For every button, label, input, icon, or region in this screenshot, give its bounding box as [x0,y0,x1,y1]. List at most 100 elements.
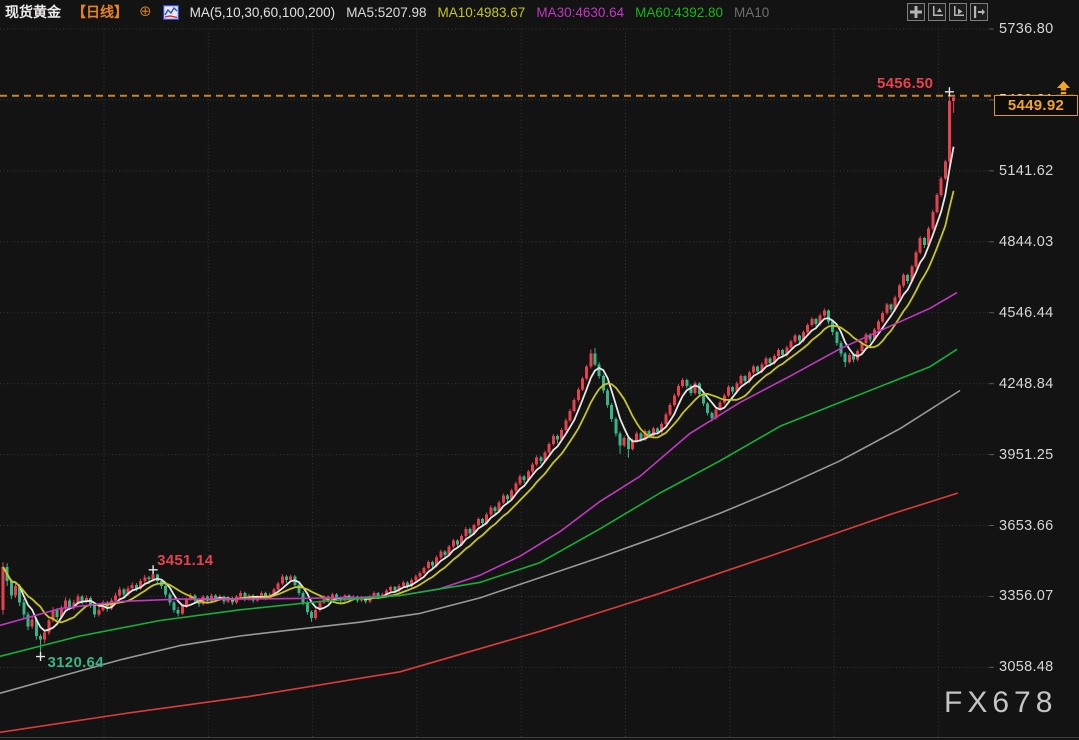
candle-body [789,341,793,348]
candle-body [401,582,405,586]
candle-body [535,457,539,465]
candle-body [564,420,568,430]
candle-body [493,507,497,511]
candle-body [376,593,380,597]
candle-body [610,404,614,420]
candle-body [797,335,801,341]
candle-body [576,389,580,401]
candle-body [272,589,276,595]
candle-body [572,400,576,411]
swing-high-label: 3451.14 [157,551,214,569]
candle-body [668,404,672,415]
candle-body [385,590,389,595]
candle-body [681,379,685,386]
candle-body [889,304,893,310]
candle-body [259,593,263,597]
candle-body [422,568,426,573]
crosshair-plus-icon[interactable]: ⊕ [139,3,152,20]
candle-body [276,583,280,590]
candle-body [314,609,318,619]
candle-body [814,319,818,324]
candle-body [764,358,768,365]
candle-body [914,252,918,267]
candle-body [418,572,422,577]
candle-body [714,409,718,418]
pane-exit-right-icon[interactable] [970,3,988,21]
candle-body [451,540,455,547]
candle-body [660,423,664,433]
candle-body [410,580,414,586]
candle-body [18,585,22,603]
candle-body [34,619,38,637]
move-cross-icon[interactable] [907,3,925,21]
candle-body [556,435,560,440]
candle-body [868,334,872,340]
candle-body [706,403,710,414]
candle-body [639,433,643,440]
ma10-line [2,190,955,624]
indicator-chart-icon[interactable] [162,4,179,20]
candle-body [939,178,943,196]
candle-body [297,584,301,594]
candle-body [551,435,555,445]
candle-body [209,595,213,601]
candle-body [872,329,876,340]
ma30-line [0,291,958,627]
candle-body [243,593,247,600]
candle-body [935,195,939,212]
candle-body [147,577,151,579]
candle-body [852,354,856,360]
candle-body [906,274,910,281]
current-price-value: 5449.92 [1007,97,1065,114]
price-axis-label: 3653.66 [999,517,1054,534]
symbol-name[interactable]: 现货黄金 [5,4,61,20]
candle-body [435,557,439,566]
candle-body [606,390,610,405]
candle-body [197,600,201,604]
timeframe-label[interactable]: 【日线】 [72,4,128,20]
candle-body [414,576,418,581]
candle-body [289,576,293,581]
bottom-border [0,737,1079,738]
candle-body [768,358,772,364]
candle-body [676,385,680,396]
candle-body [751,366,755,373]
candle-body [897,285,901,298]
candle-body [731,386,735,392]
candle-body [689,385,693,393]
candle-body [68,600,72,608]
candle-body [59,607,63,617]
candle-body [501,495,505,503]
candle-body [468,528,472,534]
candle-body [476,519,480,526]
ma100-line [0,389,961,694]
candle-body [93,605,97,615]
ma30-value: MA30:4630.64 [536,4,625,20]
candle-body [614,419,618,434]
axis-scale-up-icon[interactable] [928,3,946,21]
candle-body [918,237,922,253]
candle-body [651,428,655,436]
candle-body [589,353,593,367]
price-axis-label: 3058.48 [999,659,1054,676]
candle-body [785,347,789,355]
candle-body [168,594,172,603]
candle-body [139,581,143,589]
candle-body [952,97,956,101]
candle-body [26,614,30,627]
candle-body [701,394,705,404]
candle-body [860,342,864,352]
candle-body [710,413,714,418]
candle-body [280,576,284,584]
extreme-cross-marker [148,565,158,575]
candle-body [877,321,881,330]
candle-body [772,355,776,364]
candle-body [902,274,906,286]
candle-body [756,366,760,372]
price-axis-label: 4546.44 [999,304,1054,321]
candle-body [114,595,118,601]
axis-play-icon[interactable] [949,3,967,21]
candle-body [685,379,689,386]
candle-body [64,600,68,608]
